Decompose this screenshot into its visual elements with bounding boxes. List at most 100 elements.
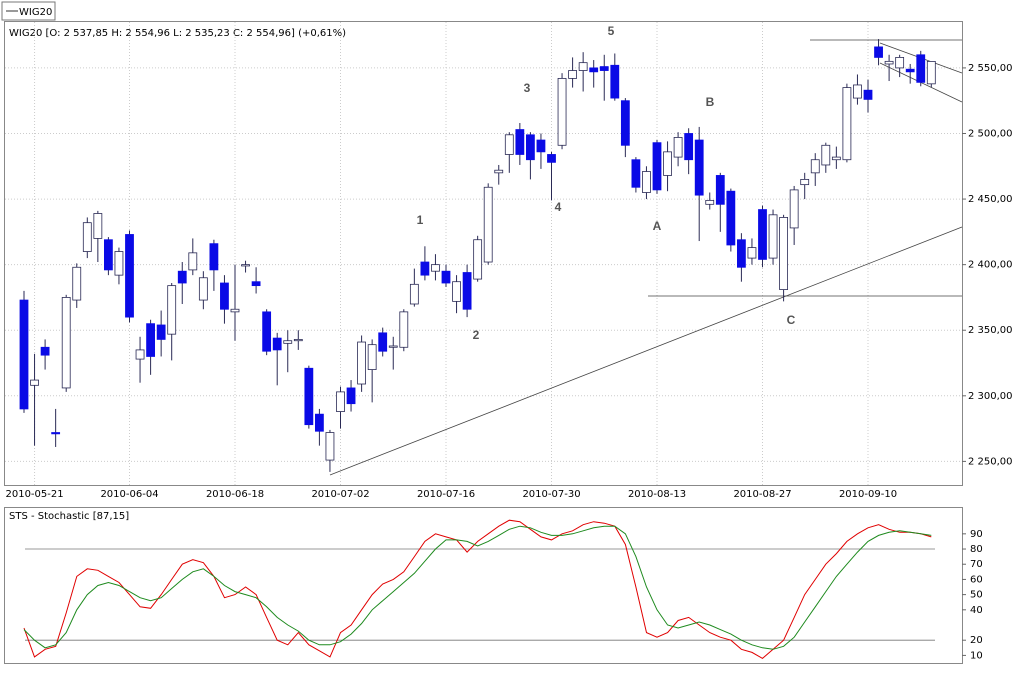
candle-body bbox=[104, 239, 113, 271]
candle-body bbox=[156, 324, 166, 340]
candle-body bbox=[251, 281, 261, 287]
candle-body bbox=[504, 134, 514, 155]
x-tick-label: 2010-08-13 bbox=[628, 489, 686, 500]
candle-body bbox=[620, 100, 630, 146]
candle-body bbox=[72, 266, 82, 301]
candle-body bbox=[135, 349, 145, 360]
candle-body bbox=[40, 346, 50, 356]
candle-body bbox=[800, 178, 810, 186]
candle-body bbox=[388, 345, 398, 348]
candle-body bbox=[304, 367, 314, 426]
candle-body bbox=[209, 243, 219, 271]
stochastic-panel bbox=[4, 507, 963, 664]
candle-body bbox=[30, 379, 39, 386]
wave-label: 3 bbox=[524, 81, 531, 95]
wave-label: 1 bbox=[417, 213, 424, 227]
candle-body bbox=[631, 159, 641, 188]
candle-body bbox=[515, 129, 525, 155]
x-tick-label: 2010-07-16 bbox=[417, 489, 475, 500]
wave-label: 2 bbox=[473, 328, 480, 342]
candle-body bbox=[737, 239, 746, 268]
candle-body bbox=[821, 144, 831, 166]
candle-body bbox=[810, 159, 820, 174]
candle-body bbox=[125, 234, 134, 318]
candle-body bbox=[895, 57, 905, 69]
x-tick-label: 2010-05-21 bbox=[5, 489, 63, 500]
candle-body bbox=[547, 154, 556, 163]
wave-label: A bbox=[653, 219, 662, 233]
candle-body bbox=[779, 217, 788, 290]
candle-body bbox=[241, 264, 250, 267]
candle-body bbox=[578, 62, 588, 71]
candle-body bbox=[642, 171, 651, 193]
candle-body bbox=[51, 432, 61, 435]
candle-body bbox=[293, 339, 303, 342]
y-tick-label: 70 bbox=[970, 559, 983, 570]
candle-body bbox=[874, 46, 883, 58]
candle-body bbox=[177, 270, 187, 284]
wave-label: C bbox=[787, 313, 796, 327]
candle-body bbox=[441, 270, 451, 284]
wave-label: B bbox=[706, 95, 715, 109]
tab[interactable] bbox=[1, 1, 56, 21]
y-tick-label: 2 300,00 bbox=[968, 391, 1013, 402]
candle-body bbox=[452, 281, 461, 302]
y-tick-label: 50 bbox=[970, 590, 983, 601]
candle-body bbox=[314, 413, 324, 432]
candle-body bbox=[188, 252, 198, 271]
candle-body bbox=[230, 308, 240, 313]
candle-body bbox=[198, 277, 208, 301]
y-tick-label: 2 350,00 bbox=[968, 325, 1013, 336]
y-tick-label: 2 550,00 bbox=[968, 63, 1013, 74]
candle-body bbox=[589, 67, 599, 73]
candle-body bbox=[283, 340, 293, 344]
candle-body bbox=[673, 137, 683, 158]
candle-body bbox=[916, 54, 926, 83]
candle-body bbox=[557, 77, 567, 146]
candle-body bbox=[483, 186, 493, 263]
candle-body bbox=[378, 332, 388, 352]
candle-body bbox=[536, 139, 546, 153]
y-tick-label: 90 bbox=[970, 529, 983, 540]
candle-body bbox=[715, 175, 725, 205]
candle-body bbox=[568, 70, 577, 79]
x-tick-label: 2010-08-27 bbox=[733, 489, 791, 500]
candle-body bbox=[768, 214, 778, 259]
candle-body bbox=[19, 299, 29, 410]
candle-body bbox=[82, 222, 92, 252]
candle-body bbox=[93, 213, 103, 239]
stochastic-legend: STS - Stochastic [87,15] bbox=[9, 511, 129, 522]
y-tick-label: 80 bbox=[970, 544, 983, 555]
x-tick-label: 2010-06-04 bbox=[100, 489, 158, 500]
candle-body bbox=[431, 264, 440, 272]
candle-body bbox=[473, 239, 483, 280]
y-tick-label: 60 bbox=[970, 574, 983, 585]
y-tick-label: 20 bbox=[970, 635, 983, 646]
trend-line bbox=[329, 226, 963, 476]
candle-body bbox=[272, 337, 282, 351]
candle-body bbox=[926, 61, 936, 85]
candle-body bbox=[262, 311, 272, 352]
candle-body bbox=[167, 285, 177, 335]
x-tick-label: 2010-09-10 bbox=[839, 489, 897, 500]
candle-body bbox=[652, 142, 662, 191]
candle-body bbox=[494, 169, 504, 174]
x-tick-label: 2010-07-02 bbox=[311, 489, 369, 500]
candle-body bbox=[831, 156, 841, 161]
candle-body bbox=[599, 66, 609, 71]
price-panel bbox=[4, 21, 963, 486]
candle-body bbox=[462, 272, 472, 310]
tab-label: WIG20 bbox=[19, 7, 52, 18]
candle-body bbox=[747, 247, 757, 259]
y-tick-label: 2 250,00 bbox=[968, 456, 1013, 467]
x-tick-label: 2010-07-30 bbox=[522, 489, 580, 500]
candle-body bbox=[726, 190, 736, 246]
candle-body bbox=[420, 261, 430, 276]
candle-body bbox=[884, 60, 894, 65]
y-tick-label: 2 450,00 bbox=[968, 194, 1013, 205]
candle-body bbox=[842, 87, 852, 161]
candle-body bbox=[399, 311, 409, 348]
candle-body bbox=[663, 151, 672, 176]
candle-body bbox=[905, 68, 915, 73]
